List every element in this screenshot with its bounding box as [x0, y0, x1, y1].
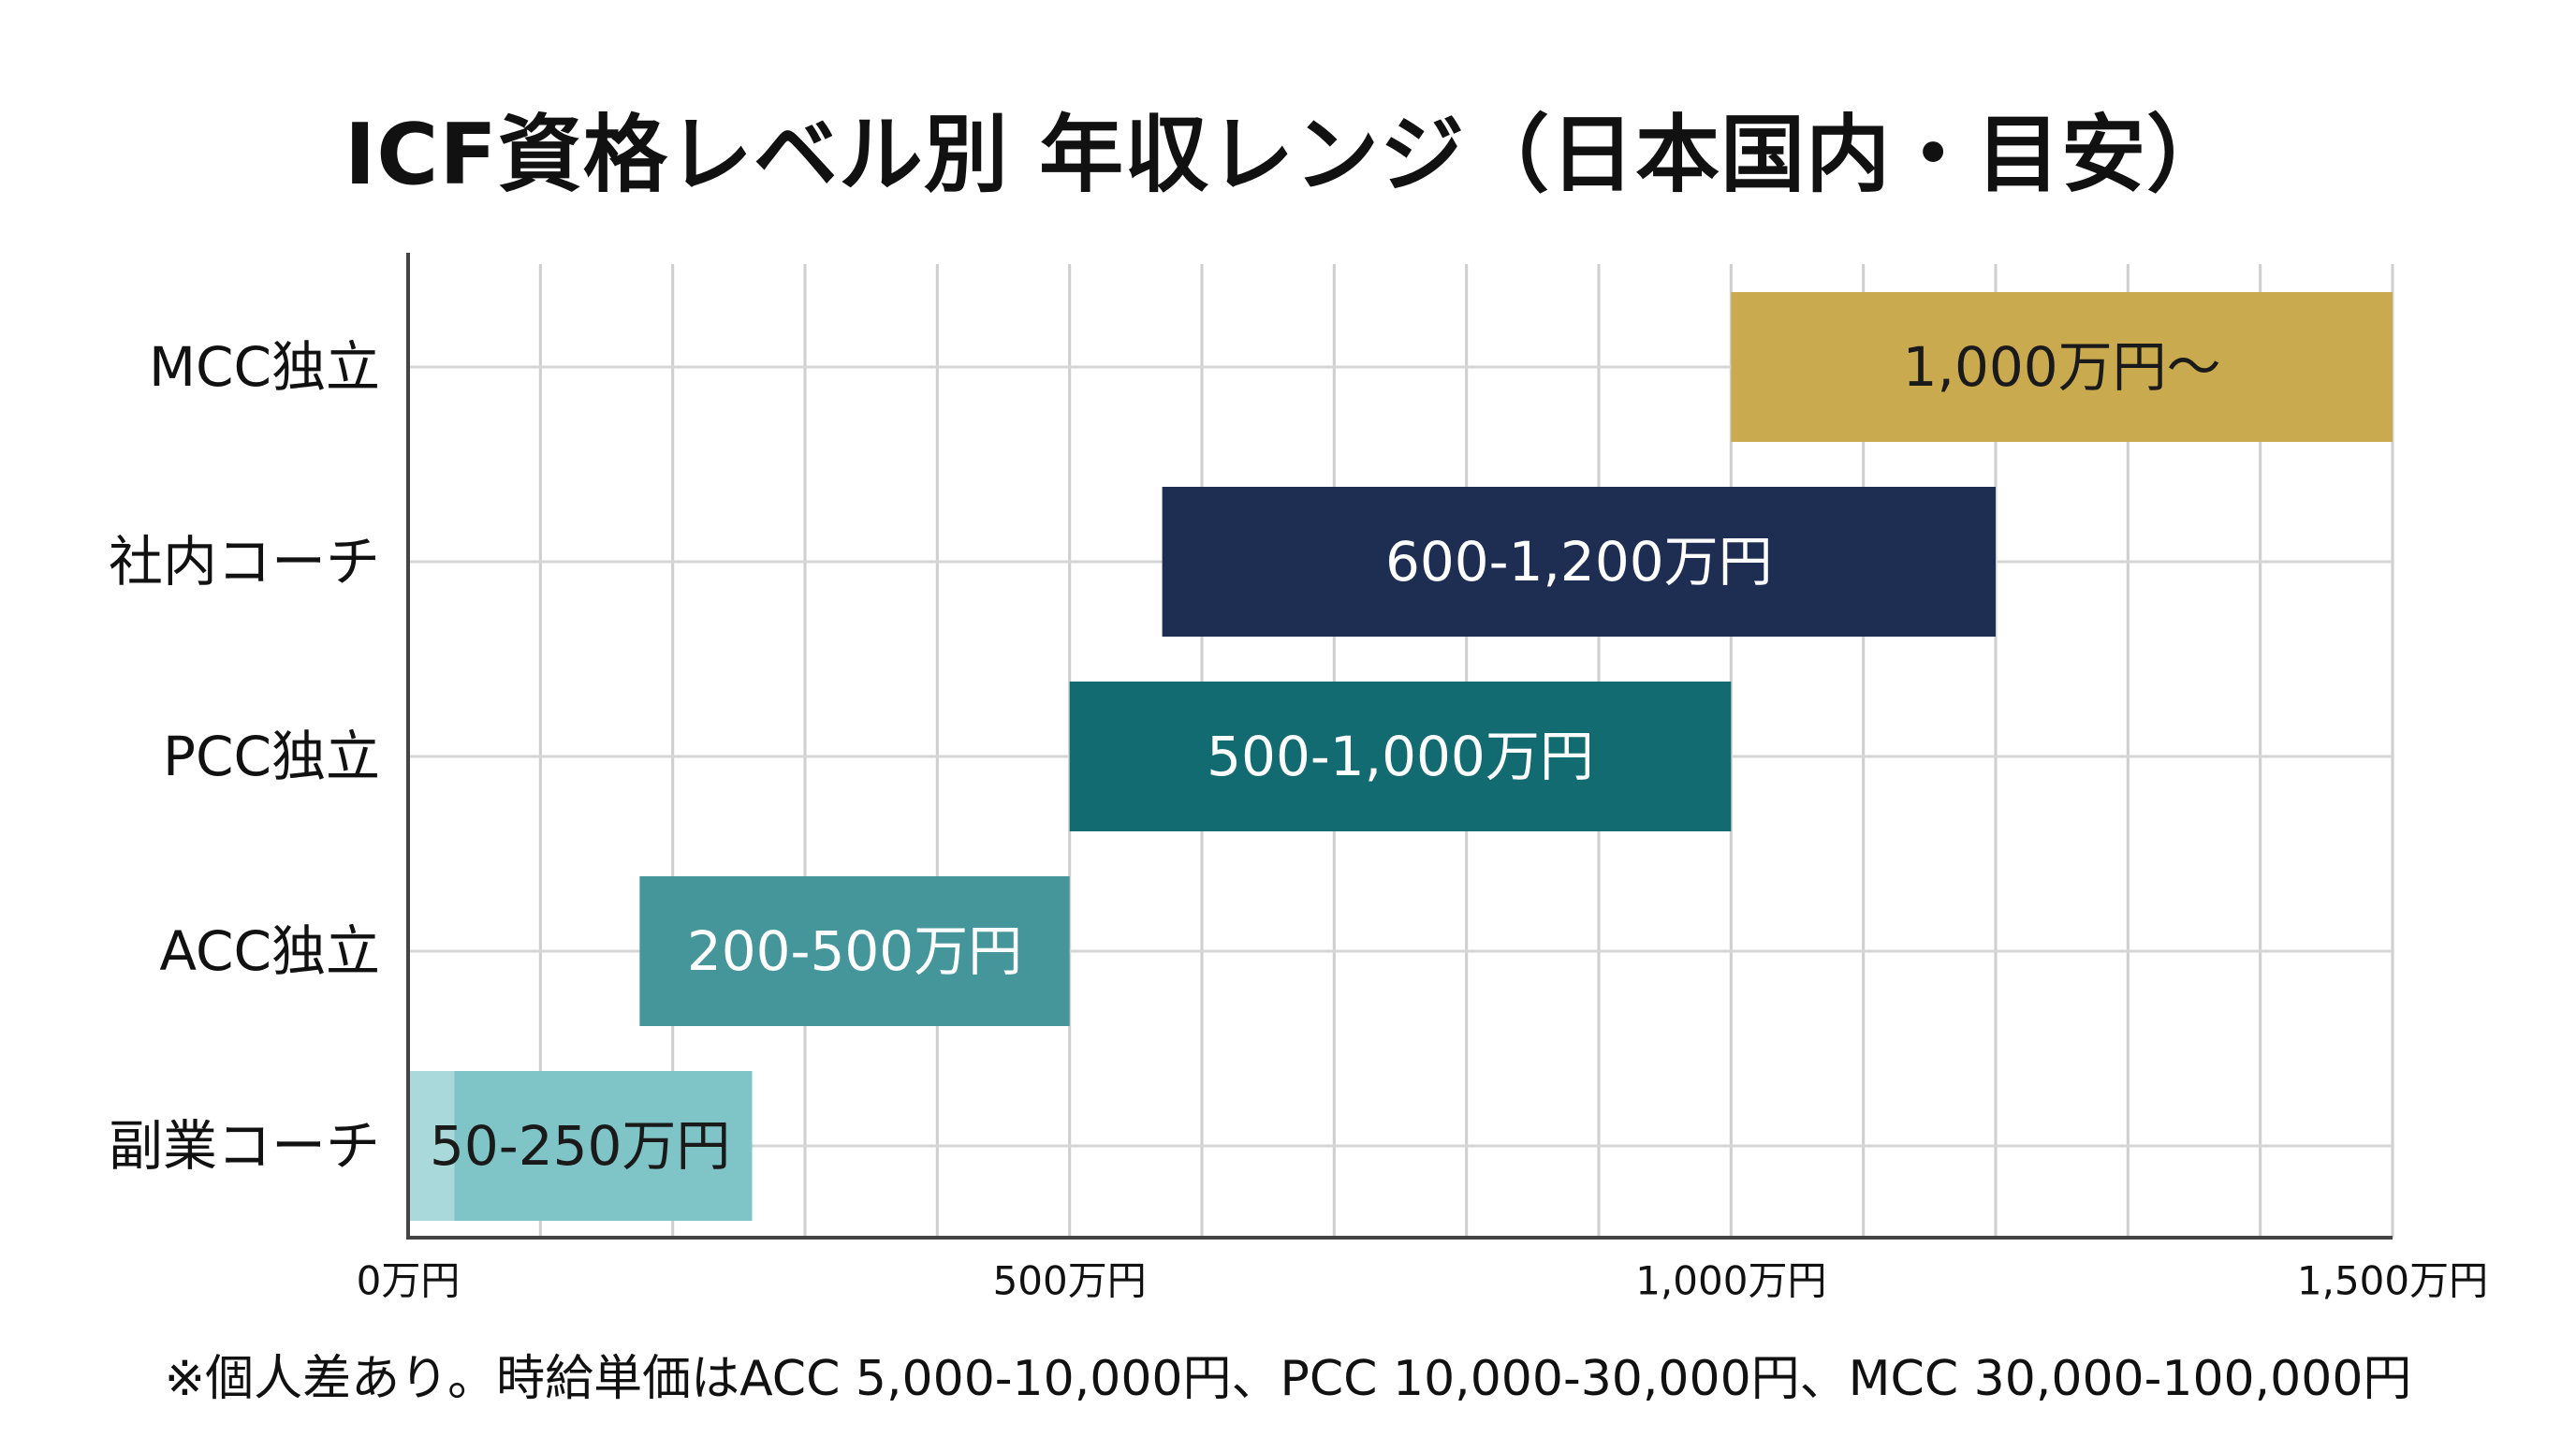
gridlines: [408, 264, 2394, 1238]
category-label: MCC独立: [149, 335, 380, 399]
bar-value-label: 200-500万円: [687, 919, 1022, 983]
x-tick-label: 0万円: [357, 1258, 461, 1304]
bar-value-label: 50-250万円: [430, 1114, 730, 1178]
category-label: PCC独立: [163, 725, 380, 788]
category-label: 副業コーチ: [109, 1114, 380, 1178]
chart-title: ICF資格レベル別 年収レンジ（日本国内・目安）: [344, 106, 2232, 204]
bar-value-label: 1,000万円〜: [1903, 335, 2221, 399]
x-tick-label: 500万円: [993, 1258, 1147, 1304]
bar: [639, 876, 1070, 1026]
axes: [406, 253, 2393, 1240]
bar-light-segment: [408, 1071, 455, 1221]
footnote: ※個人差あり。時給単価はACC 5,000-10,000円、PCC 10,000…: [164, 1351, 2412, 1407]
category-label: 社内コーチ: [109, 530, 380, 594]
bar: [1731, 292, 2393, 442]
x-tick-label: 1,000万円: [1635, 1258, 1826, 1304]
bar: [1162, 487, 1996, 637]
bar-value-label: 600-1,200万円: [1385, 530, 1773, 594]
bar: [454, 1071, 753, 1221]
x-tick-label: 1,500万円: [2297, 1258, 2488, 1304]
bars: 1,000万円〜 600-1,200万円 500-1,000万円 200-500万円 5…: [408, 292, 2393, 1221]
bar: [1069, 682, 1732, 831]
category-label: ACC独立: [159, 919, 380, 983]
x-tick-labels: 0万円 500万円 1,000万円 1,500万円: [357, 1258, 2488, 1304]
bar-value-label: 500-1,000万円: [1207, 725, 1594, 788]
